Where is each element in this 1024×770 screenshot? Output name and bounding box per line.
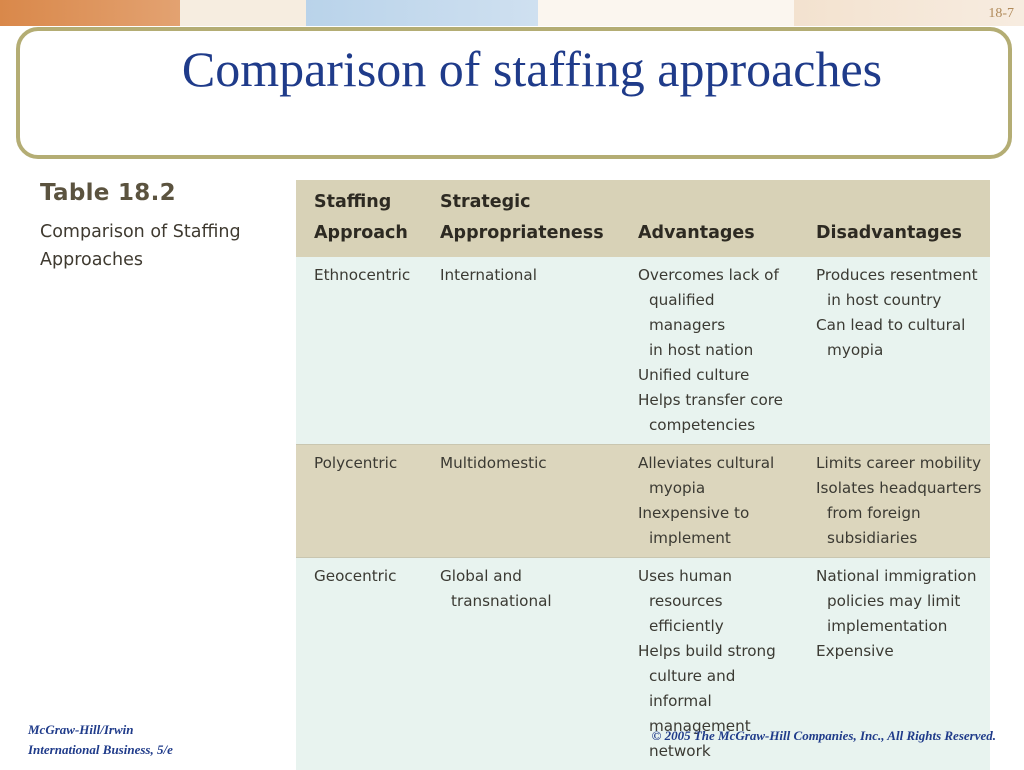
disadvantage-item-line: National immigration <box>816 564 986 589</box>
cell-text-line: Global and <box>440 564 616 589</box>
advantage-item-line: Overcomes lack of <box>638 263 794 288</box>
slide-title: Comparison of staffing approaches <box>0 40 1024 98</box>
header-strip-blue <box>306 0 538 26</box>
disadvantage-item-line: from foreign <box>816 501 986 526</box>
header-label: Strategic <box>440 187 616 218</box>
cell-text-line: Multidomestic <box>440 451 616 476</box>
disadvantage-item-line: implementation <box>816 614 986 639</box>
footer-copyright: © 2005 The McGraw-Hill Companies, Inc., … <box>652 728 996 744</box>
footer-publisher: McGraw-Hill/Irwin <box>28 720 173 740</box>
header-label: Approach <box>314 218 418 249</box>
advantage-item-line: Alleviates cultural <box>638 451 794 476</box>
advantage-item-line: Helps build strong <box>638 639 794 664</box>
table-caption: Table 18.2 Comparison of Staffing Approa… <box>40 180 260 274</box>
advantage-item-line: implement <box>638 526 794 551</box>
advantage-item-line: competencies <box>638 413 794 438</box>
header-strip-orange <box>0 0 180 26</box>
advantage-item-line: Unified culture <box>638 363 794 388</box>
header-label: Appropriateness <box>440 218 616 249</box>
slide-number: 18-7 <box>988 6 1014 22</box>
disadvantage-item-line: Limits career mobility <box>816 451 986 476</box>
header-advantages: Advantages <box>620 180 798 257</box>
disadvantage-item-line: in host country <box>816 288 986 313</box>
advantage-item-line: qualified managers <box>638 288 794 338</box>
table-description: Comparison of Staffing Approaches <box>40 218 260 274</box>
header-strip-cream <box>180 0 306 26</box>
footer-publisher-info: McGraw-Hill/Irwin International Business… <box>28 720 173 760</box>
disadvantage-item-line: policies may limit <box>816 589 986 614</box>
disadvantage-item-line: Isolates headquarters <box>816 476 986 501</box>
header-strip-cream <box>538 0 794 26</box>
advantage-item-line: Helps transfer core <box>638 388 794 413</box>
advantage-item-line: culture and informal <box>638 664 794 714</box>
advantage-item-line: Uses human <box>638 564 794 589</box>
disadvantage-item-line: Expensive <box>816 639 986 664</box>
table-number: Table 18.2 <box>40 180 260 206</box>
cell-text-line: transnational <box>440 589 616 614</box>
cell-strategic-appropriateness: Multidomestic <box>422 445 620 558</box>
disadvantage-item-line: subsidiaries <box>816 526 986 551</box>
cell-staffing-approach: Ethnocentric <box>296 257 422 445</box>
advantage-item-line: myopia <box>638 476 794 501</box>
advantage-item-line: Inexpensive to <box>638 501 794 526</box>
header-disadvantages: Disadvantages <box>798 180 990 257</box>
header-label: Disadvantages <box>816 218 986 249</box>
disadvantage-item-line: Produces resentment <box>816 263 986 288</box>
footer-book: International Business, 5/e <box>28 740 173 760</box>
advantage-item-line: in host nation <box>638 338 794 363</box>
header-label: Advantages <box>638 218 794 249</box>
advantage-item-line: resources efficiently <box>638 589 794 639</box>
header-label: Staffing <box>314 187 418 218</box>
cell-strategic-appropriateness: International <box>422 257 620 445</box>
cell-staffing-approach: Geocentric <box>296 558 422 770</box>
disadvantage-item-line: Can lead to cultural <box>816 313 986 338</box>
disadvantage-item-line: myopia <box>816 338 986 363</box>
cell-text-line: International <box>440 263 616 288</box>
cell-staffing-approach: Polycentric <box>296 445 422 558</box>
